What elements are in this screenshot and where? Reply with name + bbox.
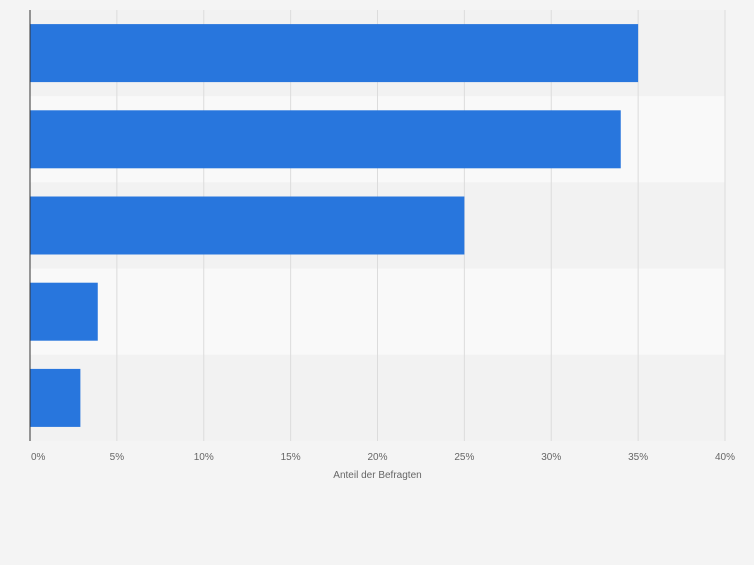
- x-tick-labels: 0% 5% 10% 15% 20% 25% 30% 35% 40%: [31, 452, 735, 463]
- bar-4: [30, 282, 98, 341]
- x-tick-label-15pct: 15%: [281, 452, 301, 463]
- x-tick-label-30pct: 30%: [541, 452, 561, 463]
- x-tick-label-0pct: 0%: [31, 452, 46, 463]
- x-axis-label: Anteil der Befragten: [333, 470, 421, 481]
- x-tick-label-5pct: 5%: [110, 452, 125, 463]
- x-tick-label-10pct: 10%: [194, 452, 214, 463]
- bar-2: [30, 110, 621, 169]
- x-tick-label-40pct: 40%: [715, 452, 735, 463]
- bar-1: [30, 24, 639, 83]
- x-tick-label-25pct: 25%: [454, 452, 474, 463]
- x-tick-label-35pct: 35%: [628, 452, 648, 463]
- bar-5: [30, 368, 81, 427]
- bars: [30, 24, 639, 427]
- x-tick-label-20pct: 20%: [367, 452, 387, 463]
- bar-3: [30, 196, 465, 255]
